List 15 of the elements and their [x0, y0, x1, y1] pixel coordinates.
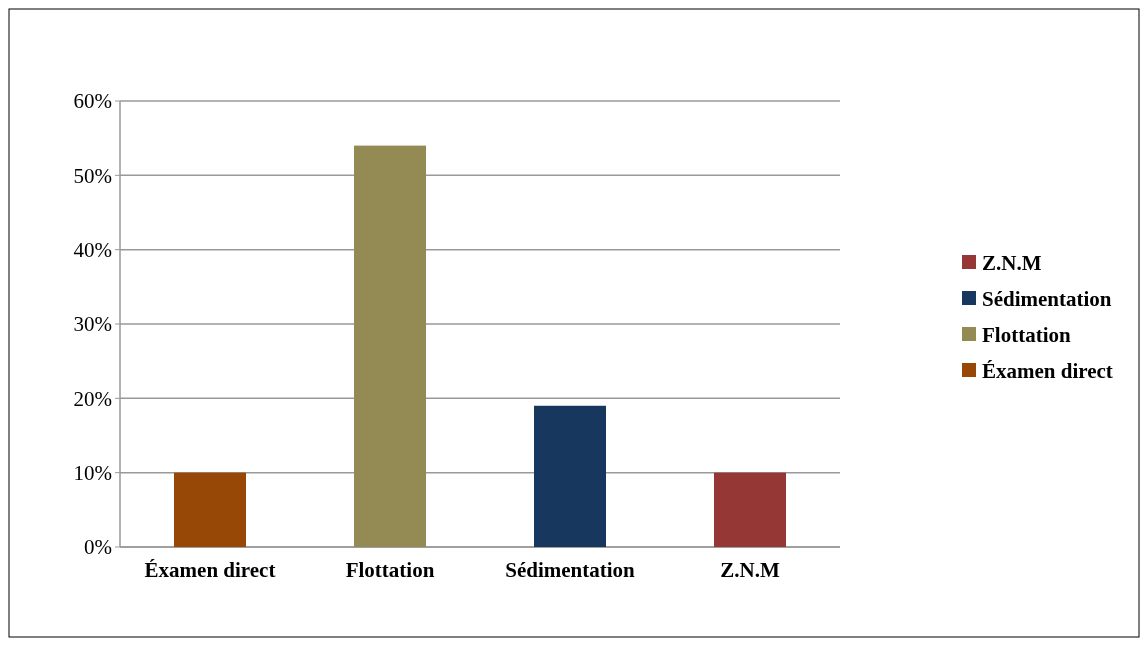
legend-label: Flottation	[982, 323, 1071, 348]
y-tick-label: 20%	[73, 386, 112, 411]
x-tick-label: Z.N.M	[720, 558, 780, 582]
y-tick-label: 60%	[73, 89, 112, 114]
x-tick-label: Flottation	[345, 558, 435, 582]
x-tick-label: Sédimentation	[505, 558, 636, 582]
legend-label: Z.N.M	[982, 251, 1042, 276]
y-tick-label: 50%	[73, 163, 112, 188]
legend-label: Éxamen direct	[982, 359, 1113, 384]
y-tick-label: 30%	[73, 312, 112, 337]
y-tick-label: 40%	[73, 238, 112, 263]
legend-label: Sédimentation	[982, 287, 1112, 312]
y-tick-label: 0%	[84, 535, 112, 560]
x-tick-label: Éxamen direct	[144, 558, 276, 582]
y-tick-label: 10%	[73, 461, 112, 486]
